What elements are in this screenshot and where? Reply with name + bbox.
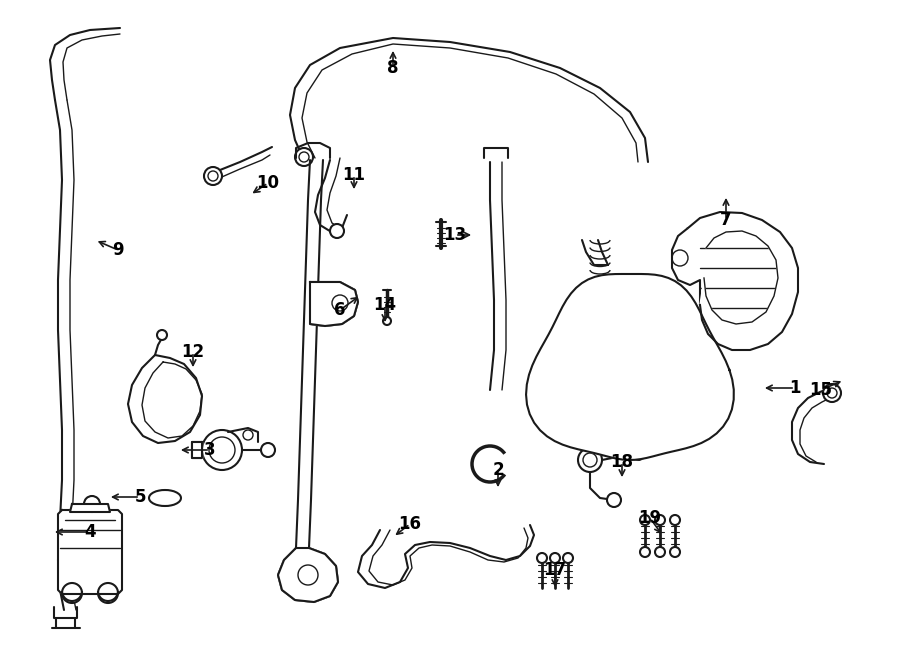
Text: 12: 12	[182, 343, 204, 361]
Text: 7: 7	[720, 211, 732, 229]
Text: 19: 19	[638, 509, 662, 527]
Circle shape	[62, 583, 82, 603]
Text: 5: 5	[134, 488, 146, 506]
Circle shape	[640, 515, 650, 525]
Text: 6: 6	[334, 301, 346, 319]
Circle shape	[261, 443, 275, 457]
Circle shape	[670, 547, 680, 557]
Circle shape	[563, 553, 573, 563]
Polygon shape	[278, 548, 338, 602]
Circle shape	[204, 167, 222, 185]
Circle shape	[330, 224, 344, 238]
Text: 3: 3	[204, 441, 216, 459]
Circle shape	[157, 330, 167, 340]
Polygon shape	[688, 212, 798, 350]
Text: 14: 14	[374, 296, 397, 314]
Text: 15: 15	[809, 381, 832, 399]
Text: 9: 9	[112, 241, 124, 259]
Text: 1: 1	[789, 379, 801, 397]
Text: 13: 13	[444, 226, 466, 244]
Text: 16: 16	[399, 515, 421, 533]
Circle shape	[630, 444, 646, 460]
Text: 8: 8	[387, 59, 399, 77]
Polygon shape	[192, 442, 202, 458]
Polygon shape	[58, 510, 122, 594]
Text: 10: 10	[256, 174, 280, 192]
Circle shape	[383, 317, 391, 325]
Circle shape	[295, 148, 313, 166]
Text: 4: 4	[85, 523, 95, 541]
Text: 17: 17	[544, 561, 567, 579]
Circle shape	[84, 496, 100, 512]
Circle shape	[607, 493, 621, 507]
Circle shape	[550, 553, 560, 563]
Circle shape	[823, 384, 841, 402]
Circle shape	[670, 515, 680, 525]
Circle shape	[537, 553, 547, 563]
Text: 2: 2	[492, 461, 504, 479]
Text: 11: 11	[343, 166, 365, 184]
Circle shape	[618, 358, 642, 382]
Circle shape	[202, 430, 242, 470]
Polygon shape	[70, 504, 110, 512]
Circle shape	[655, 515, 665, 525]
Circle shape	[98, 583, 118, 603]
Polygon shape	[310, 282, 358, 326]
Text: 18: 18	[610, 453, 634, 471]
Circle shape	[578, 448, 602, 472]
Polygon shape	[526, 274, 734, 460]
Circle shape	[640, 547, 650, 557]
Circle shape	[655, 547, 665, 557]
